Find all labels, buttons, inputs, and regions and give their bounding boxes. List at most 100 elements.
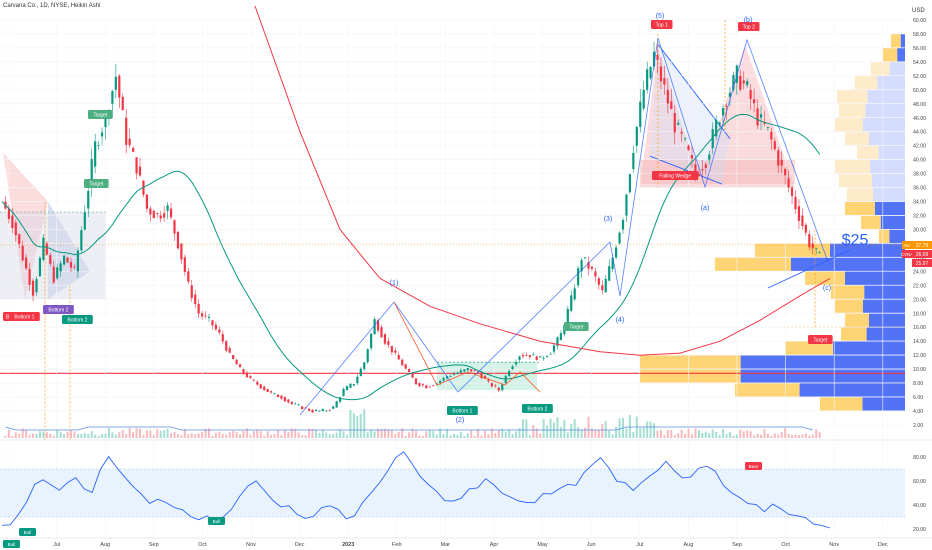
volume-bar bbox=[270, 434, 273, 438]
candle-body bbox=[87, 191, 90, 209]
price-tick-label: 34.00 bbox=[913, 200, 926, 206]
volume-bar bbox=[459, 431, 462, 438]
time-tick-label: Sep bbox=[149, 542, 159, 548]
candle-body bbox=[397, 355, 400, 360]
volume-bar bbox=[349, 409, 352, 438]
candle-body bbox=[287, 399, 290, 403]
volume-bar bbox=[659, 430, 662, 438]
candle-body bbox=[207, 316, 211, 318]
label-top-1-bg bbox=[651, 20, 673, 29]
volume-bar bbox=[428, 429, 431, 438]
candle-body bbox=[573, 288, 576, 300]
volume-bar bbox=[228, 432, 231, 438]
volume-bar bbox=[649, 421, 652, 438]
candle-body bbox=[325, 410, 328, 412]
volume-bar bbox=[497, 430, 500, 438]
candle-body bbox=[173, 220, 176, 234]
candle-body bbox=[76, 250, 79, 272]
volume-bar bbox=[32, 433, 35, 438]
price-tag-value: 26.09 bbox=[916, 252, 929, 258]
volume-bar bbox=[632, 432, 635, 438]
volume-bar bbox=[642, 426, 645, 438]
volume-bar bbox=[70, 430, 72, 438]
volume-profile-down bbox=[740, 369, 905, 383]
target-arrow bbox=[767, 249, 851, 289]
volume-bar bbox=[518, 428, 521, 438]
volume-profile-down bbox=[862, 397, 905, 411]
volume-bar bbox=[473, 435, 476, 438]
rsi-tick-label: 60.00 bbox=[913, 479, 926, 485]
label-falling-wedge-bg bbox=[652, 171, 699, 180]
candle-body bbox=[684, 138, 687, 140]
volume-bar bbox=[404, 435, 407, 438]
falling-wedge-fill bbox=[650, 44, 730, 185]
volume-bar bbox=[297, 432, 300, 438]
volume-profile-down bbox=[863, 117, 905, 132]
candle-body bbox=[587, 262, 590, 269]
time-tick-label: Dec bbox=[295, 542, 305, 548]
label-target-4: Target bbox=[813, 337, 828, 343]
volume-bar bbox=[90, 431, 93, 438]
candle-body bbox=[80, 230, 83, 251]
volume-bar bbox=[725, 434, 728, 438]
volume-bar bbox=[687, 428, 690, 438]
volume-bar bbox=[394, 434, 397, 438]
price-tick-label: 6.00 bbox=[913, 395, 923, 401]
volume-profile-down bbox=[865, 103, 905, 118]
rsi-tick-label: 20.00 bbox=[913, 527, 926, 533]
volume-profile-up bbox=[837, 89, 868, 104]
volume-bar bbox=[139, 428, 141, 438]
candle-body bbox=[290, 401, 293, 405]
label-bottom-2-left-bg bbox=[43, 305, 74, 314]
volume-bar bbox=[477, 428, 480, 438]
volume-bar bbox=[601, 424, 604, 438]
volume-profile-up bbox=[841, 327, 867, 341]
rsi-label-bull-1-bg bbox=[19, 528, 36, 536]
volume-profile-up bbox=[855, 75, 878, 90]
volume-bar bbox=[656, 430, 659, 438]
rsi-label-bull-2: Bull bbox=[213, 519, 221, 524]
volume-bar bbox=[756, 433, 759, 438]
candle-body bbox=[135, 157, 138, 174]
volume-bar bbox=[266, 431, 269, 438]
volume-bar bbox=[532, 425, 535, 438]
volume-bar bbox=[73, 431, 76, 438]
candle-body bbox=[25, 257, 28, 269]
candle-body bbox=[487, 379, 490, 382]
candle-body bbox=[283, 397, 286, 402]
candle-body bbox=[525, 355, 528, 356]
volume-bar bbox=[111, 432, 114, 438]
volume-bar bbox=[646, 421, 649, 438]
volume-bar bbox=[225, 434, 228, 438]
label-top-2-bg bbox=[738, 22, 760, 31]
candle-body bbox=[753, 99, 756, 104]
volume-bar bbox=[308, 428, 311, 438]
volume-bar bbox=[480, 435, 483, 438]
candle-body bbox=[715, 119, 718, 137]
volume-bar bbox=[352, 413, 355, 438]
candle-body bbox=[69, 262, 73, 268]
volume-bar bbox=[470, 430, 473, 438]
volume-bar bbox=[380, 429, 383, 438]
volume-bar bbox=[197, 433, 200, 438]
candle-body bbox=[387, 341, 390, 345]
volume-profile-up bbox=[861, 215, 881, 229]
price-tick-label: 46.00 bbox=[913, 116, 926, 122]
candle-body bbox=[801, 215, 804, 227]
volume-bar bbox=[176, 434, 179, 438]
price-tag-bg bbox=[912, 259, 932, 267]
volume-bar bbox=[528, 435, 531, 438]
label-target-3: Target bbox=[569, 324, 584, 330]
volume-profile-down bbox=[863, 299, 905, 313]
volume-bar bbox=[773, 433, 776, 438]
volume-bar bbox=[118, 432, 121, 438]
volume-bar bbox=[439, 428, 442, 438]
candle-body bbox=[663, 78, 666, 85]
volume-bar bbox=[156, 428, 159, 438]
volume-bar bbox=[577, 427, 580, 438]
candle-body bbox=[742, 80, 745, 84]
volume-bar bbox=[663, 435, 666, 438]
volume-bar bbox=[539, 433, 542, 438]
volume-profile-down bbox=[878, 145, 905, 160]
